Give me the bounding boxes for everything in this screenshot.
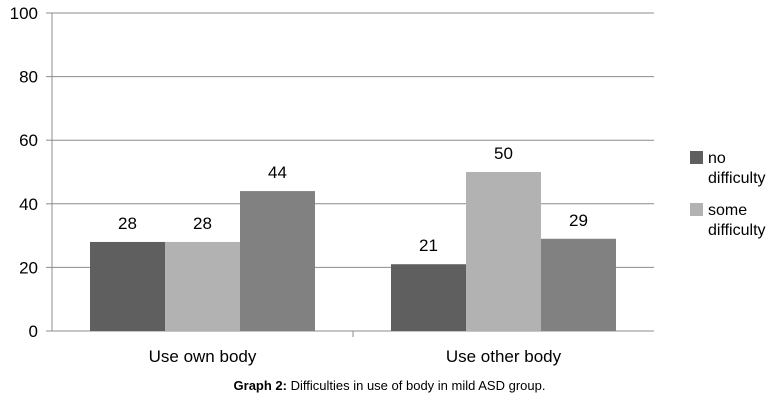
y-tick-label: 60: [19, 131, 38, 150]
legend-swatch: [690, 151, 703, 164]
bar: [240, 191, 315, 331]
legend-label: difficulty: [708, 170, 766, 187]
bar-value-label: 44: [268, 163, 287, 182]
y-tick-label: 40: [19, 195, 38, 214]
legend-swatch: [690, 203, 703, 216]
bar: [165, 241, 240, 331]
y-tick-label: 0: [29, 322, 38, 341]
legend-label: some: [708, 202, 747, 219]
bar-value-label: 28: [118, 214, 137, 233]
y-tick-label: 80: [19, 68, 38, 87]
y-tick-label: 20: [19, 258, 38, 277]
bar-value-label: 28: [193, 214, 212, 233]
legend-label: difficulty: [708, 222, 766, 239]
caption-text: Difficulties in use of body in mild ASD …: [287, 378, 546, 393]
bar: [466, 172, 541, 331]
bar: [541, 238, 616, 331]
bar-value-label: 29: [569, 211, 588, 230]
y-tick-label: 100: [10, 4, 38, 23]
figure-caption: Graph 2: Difficulties in use of body in …: [0, 378, 779, 393]
bar-value-label: 50: [494, 144, 513, 163]
caption-label: Graph 2:: [233, 378, 287, 393]
legend-label: no: [708, 150, 726, 167]
bar-value-label: 21: [419, 236, 438, 255]
bar: [391, 264, 466, 331]
bar: [90, 241, 165, 331]
x-category-label: Use other body: [446, 347, 562, 366]
x-category-label: Use own body: [149, 347, 257, 366]
